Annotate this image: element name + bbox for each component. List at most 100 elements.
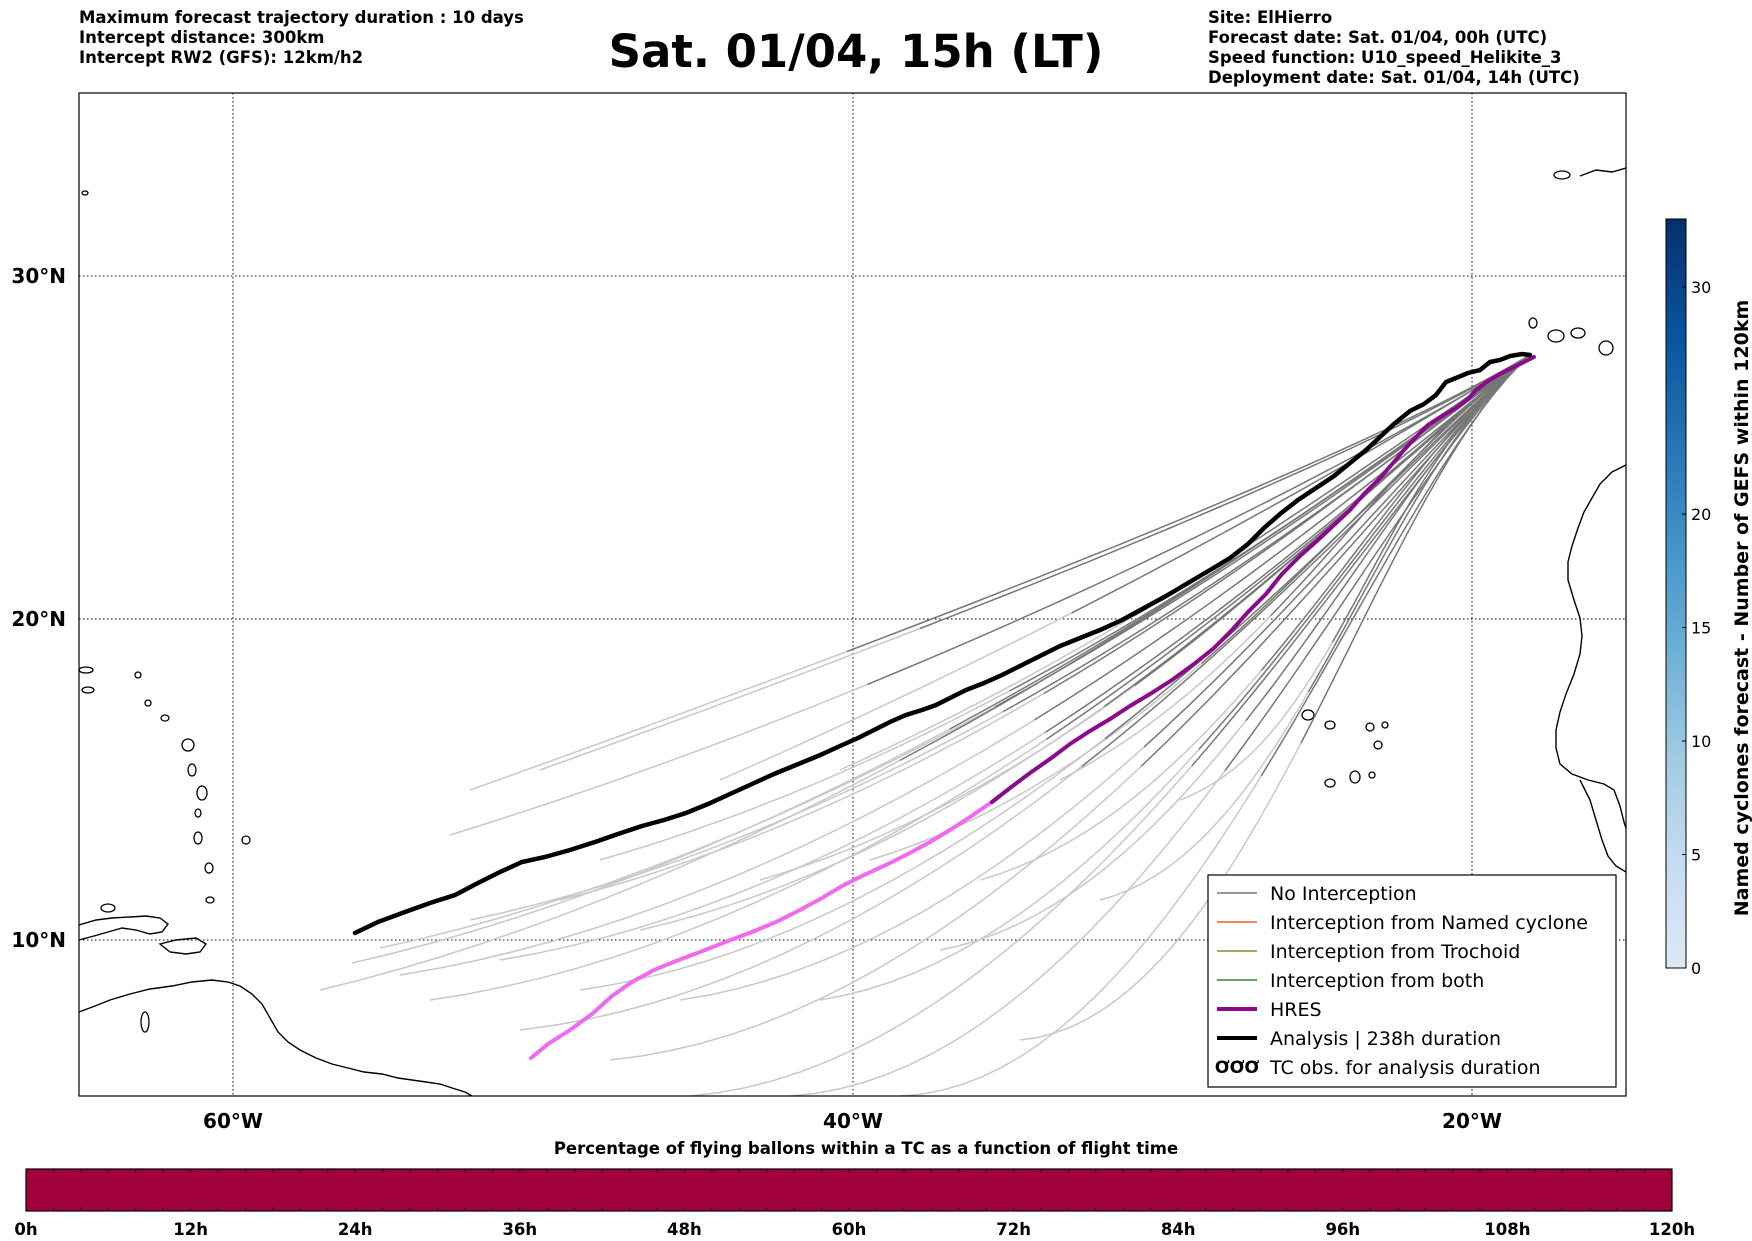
bottom-bar-tick-label: 120h [1649,1220,1695,1239]
colorbar-tick-label: 0 [1691,959,1701,978]
flight-time-bar: Percentage of flying ballons within a TC… [14,1139,1695,1239]
island-cape-verde [1349,770,1361,784]
page-title: Sat. 01/04, 15h (LT) [608,25,1104,78]
ensemble-trajectory-tail [1099,691,1310,901]
coastline-morocco [1579,167,1626,177]
map-axis-labels: 60°W 40°W 20°W 30°N 20°N 10°N [11,264,1502,1133]
island-caribbean [160,714,170,722]
colorbar-named-cyclones: Named cyclones forecast - Number of GEFS… [1665,218,1752,978]
ensemble-trajectory-tail [609,765,1142,1061]
ensemble-trajectory-tail [789,770,1226,1096]
island-caribbean [204,862,214,874]
island-bermuda [81,190,89,196]
island-caribbean [187,763,197,777]
ensemble-trajectory [1260,354,1531,777]
coastline-venezuela-east [79,915,169,941]
header-line: Maximum forecast trajectory duration : 1… [79,8,524,27]
island-caribbean [100,903,116,913]
island-caribbean [205,896,215,904]
legend-label: Interception from Named cyclone [1270,912,1588,934]
coastline-africa-senegal [1579,779,1626,873]
ensemble-trajectory-tail [869,662,1203,861]
legend-item: No Interception [1217,883,1417,905]
header-line: Deployment date: Sat. 01/04, 14h (UTC) [1208,68,1580,87]
colorbar-label: Named cyclones forecast - Number of GEFS… [1731,300,1752,917]
legend-label: No Interception [1270,883,1417,905]
colorbar-gradient [1665,218,1687,969]
island-caribbean [134,671,142,679]
island-canary [1570,327,1586,339]
ensemble-trajectory [1270,354,1531,617]
ensemble-trajectory [1245,354,1531,722]
ensemble-trajectory [1224,354,1531,772]
ensemble-trajectory [1331,354,1531,643]
ensemble-trajectories-no-interception [846,354,1531,777]
island-caribbean [196,785,208,801]
island-cape-verde [1368,771,1376,779]
ensemble-trajectory-tail [719,612,1073,781]
ensemble-trajectory [1071,354,1531,614]
bottom-bar-tick-label: 84h [1161,1220,1196,1239]
header-line: Speed function: U10_speed_Helikite_3 [1208,48,1562,67]
legend-item: HRES [1217,999,1322,1021]
ensemble-trajectory-tail [689,765,1193,1096]
ensemble-trajectory-tail [469,710,1004,921]
ensemble-trajectory-tail [679,746,1145,1001]
bottom-bar-fill [25,1168,1673,1212]
legend-item: Interception from both [1217,970,1484,992]
ensemble-trajectory-tail [579,738,1106,991]
colorbar-tick-label: 15 [1691,619,1711,638]
hres-trajectory-early [529,800,994,1060]
analysis-trajectory [352,351,1533,936]
ensemble-trajectory-tail [839,615,1135,771]
bottom-bar-tick-label: 48h [667,1220,702,1239]
ensemble-trajectory [919,354,1531,630]
header-line: Intercept distance: 300km [79,28,325,47]
colorbar-tick-label: 20 [1691,505,1711,524]
header-line: Site: ElHierro [1208,8,1333,27]
coastline-south-america [79,979,473,1096]
islands [79,170,1614,1033]
header-info-left: Maximum forecast trajectory duration : 1… [79,8,524,68]
ensemble-trajectory-tail [899,775,1262,1096]
ensemble-trajectory [1300,354,1531,744]
bottom-bar-tick-label: 0h [14,1220,37,1239]
bottom-bar-tick-label: 60h [832,1220,867,1239]
ensemble-trajectory-tail [599,690,1010,861]
ensemble-trajectory-tail [379,706,996,949]
legend-item: ƠƠƠ TC obs. for analysis duration [1215,1057,1541,1079]
ensemble-trajectory-tail [1179,641,1334,801]
colorbar-tick-label: 5 [1691,846,1701,865]
hres-trajectory [990,355,1536,804]
lon-tick-label: 40°W [823,1109,883,1133]
bottom-bar-title: Percentage of flying ballons within a TC… [554,1139,1178,1158]
ensemble-trajectory [1043,354,1531,695]
ensemble-trajectory-tail [539,627,921,771]
ensemble-trajectory [1201,354,1531,664]
legend-item: Interception from Trochoid [1217,941,1520,963]
ensemble-trajectory [949,354,1531,730]
legend-label: TC obs. for analysis duration [1269,1057,1541,1079]
ensemble-trajectory-tail [429,738,1047,1001]
tc-symbol-icon: ƠƠƠ [1215,1058,1260,1078]
header-info-right: Site: ElHierro Forecast date: Sat. 01/04… [1208,8,1580,88]
island-cape-verde [1365,722,1375,732]
legend: No Interception Interception from Named c… [1207,874,1617,1088]
island-canary [1528,317,1538,329]
coastlines [79,167,1626,1096]
ensemble-trajectory-tail [351,728,950,964]
legend-label: Interception from Trochoid [1270,941,1520,963]
ensemble-trajectory-tail [469,650,848,791]
ensemble-trajectory-tail [1019,742,1302,1041]
ensemble-trajectory-tail [319,759,901,991]
legend-label: Analysis | 238h duration [1270,1028,1501,1050]
header-line: Forecast date: Sat. 01/04, 00h (UTC) [1208,28,1548,47]
island-madeira [1553,170,1571,180]
ensemble-trajectory [1260,354,1531,671]
island-caribbean [144,699,152,707]
bottom-bar-tick-label: 108h [1484,1220,1530,1239]
island-canary [1598,340,1614,356]
bottom-bar-tick-label: 72h [996,1220,1031,1239]
bottom-bar-tick-label: 96h [1325,1220,1360,1239]
